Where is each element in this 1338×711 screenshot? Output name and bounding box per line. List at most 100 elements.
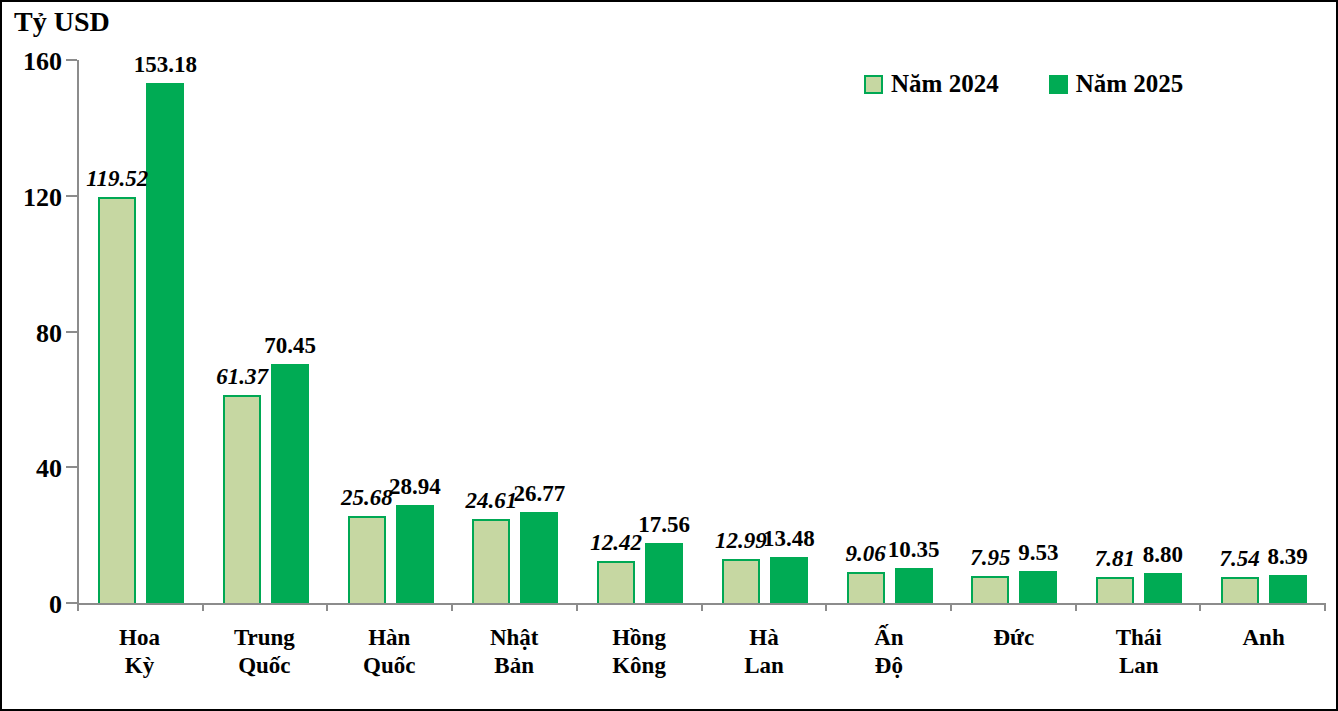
y-axis-tick-labels: 04080120160	[2, 60, 62, 605]
bar-2025	[271, 364, 309, 603]
bar-2025	[645, 543, 683, 603]
bar-slot: 8.39	[1269, 60, 1307, 603]
category-label: Anh	[1201, 624, 1326, 679]
plot-area: 119.52153.1861.3770.4525.6828.9424.6126.…	[77, 60, 1326, 605]
category-label: Thái Lan	[1076, 624, 1201, 679]
bar-slot: 13.48	[770, 60, 808, 603]
y-axis-tick-label: 0	[49, 589, 62, 621]
data-label: 24.61	[466, 488, 518, 514]
data-label: 26.77	[514, 481, 566, 507]
bar-slot: 7.81	[1096, 60, 1134, 603]
bar-slot: 24.61	[472, 60, 510, 603]
category-label: Hà Lan	[702, 624, 827, 679]
data-label: 153.18	[134, 52, 197, 78]
data-label: 8.80	[1143, 542, 1183, 568]
category-label: Trung Quốc	[202, 624, 327, 679]
category-label: Hồng Kông	[577, 624, 702, 679]
bar-2025	[146, 83, 184, 603]
x-axis-tick-mark	[77, 603, 79, 611]
bar-slot: 7.54	[1221, 60, 1259, 603]
data-label: 9.06	[845, 541, 885, 567]
y-axis-tick-mark	[66, 59, 77, 61]
data-label: 12.99	[715, 528, 767, 554]
bar-group: 7.54 8.39	[1201, 60, 1326, 603]
bar-slot: 119.52	[98, 60, 136, 603]
x-axis-tick-mark	[451, 603, 453, 611]
x-axis-tick-mark	[1324, 603, 1326, 611]
bar-slot: 12.99	[722, 60, 760, 603]
data-label: 17.56	[638, 512, 690, 538]
x-axis-tick-mark	[950, 603, 952, 611]
bar-group: 7.81 8.80	[1077, 60, 1202, 603]
bar-2024	[597, 561, 635, 603]
category-label: Hoa Kỳ	[77, 624, 202, 679]
x-axis-tick-mark	[701, 603, 703, 611]
bar-2025	[1269, 575, 1307, 603]
bar-group: 12.9913.48	[703, 60, 828, 603]
data-label: 8.39	[1268, 544, 1308, 570]
bar-slot: 10.35	[895, 60, 933, 603]
bar-slot: 26.77	[520, 60, 558, 603]
y-axis-tick-mark	[66, 466, 77, 468]
data-label: 7.54	[1220, 546, 1260, 572]
bar-2025	[520, 512, 558, 603]
bar-2024	[722, 559, 760, 603]
y-axis-tick-label: 80	[36, 318, 62, 350]
data-label: 119.52	[86, 166, 148, 192]
y-axis-tick-label: 160	[23, 46, 62, 78]
bar-2025	[1144, 573, 1182, 603]
bar-slot: 70.45	[271, 60, 309, 603]
data-label: 61.37	[216, 364, 268, 390]
bar-2024	[847, 572, 885, 603]
bar-group: 61.3770.45	[204, 60, 329, 603]
data-label: 12.42	[590, 530, 642, 556]
bar-slot: 8.80	[1144, 60, 1182, 603]
x-axis-tick-mark	[326, 603, 328, 611]
bar-2025	[895, 568, 933, 603]
x-axis-tick-mark	[1199, 603, 1201, 611]
x-axis-tick-mark	[825, 603, 827, 611]
bar-2025	[396, 505, 434, 603]
data-label: 7.81	[1095, 546, 1135, 572]
x-axis-tick-mark	[202, 603, 204, 611]
bar-group: 119.52153.18	[79, 60, 204, 603]
bar-group: 9.0610.35	[827, 60, 952, 603]
bar-slot: 153.18	[146, 60, 184, 603]
bar-2025	[770, 557, 808, 603]
bar-slot: 9.53	[1019, 60, 1057, 603]
category-label: Hàn Quốc	[327, 624, 452, 679]
bar-groups: 119.52153.1861.3770.4525.6828.9424.6126.…	[79, 60, 1326, 603]
bar-2024	[98, 197, 136, 603]
data-label: 13.48	[763, 526, 815, 552]
bar-slot: 61.37	[223, 60, 261, 603]
y-axis-tick-label: 120	[23, 182, 62, 214]
y-axis-tick-mark	[66, 602, 77, 604]
category-label: Ấn Độ	[826, 624, 951, 679]
bar-2024	[223, 395, 261, 603]
category-label: Nhật Bản	[452, 624, 577, 679]
bar-slot: 17.56	[645, 60, 683, 603]
bar-group: 7.95 9.53	[952, 60, 1077, 603]
bar-2024	[348, 516, 386, 603]
data-label: 7.95	[970, 545, 1010, 571]
category-labels: Hoa KỳTrung QuốcHàn QuốcNhật BảnHồng Kôn…	[77, 624, 1326, 679]
x-axis-tick-mark	[576, 603, 578, 611]
bar-2024	[971, 576, 1009, 603]
data-label: 25.68	[341, 485, 393, 511]
y-axis-tick-mark	[66, 331, 77, 333]
bar-slot: 25.68	[348, 60, 386, 603]
data-label: 70.45	[264, 333, 316, 359]
x-axis-tick-mark	[1075, 603, 1077, 611]
bar-2025	[1019, 571, 1057, 603]
bar-2024	[472, 519, 510, 603]
category-label: Đức	[951, 624, 1076, 679]
bar-group: 12.4217.56	[578, 60, 703, 603]
chart-frame: Tỷ USD Năm 2024 Năm 2025 04080120160 119…	[0, 0, 1338, 711]
bar-slot: 7.95	[971, 60, 1009, 603]
bar-2024	[1221, 577, 1259, 603]
y-axis-unit-label: Tỷ USD	[14, 6, 110, 38]
bar-2024	[1096, 577, 1134, 604]
data-label: 28.94	[389, 474, 441, 500]
y-axis-tick-label: 40	[36, 453, 62, 485]
data-label: 10.35	[888, 537, 940, 563]
